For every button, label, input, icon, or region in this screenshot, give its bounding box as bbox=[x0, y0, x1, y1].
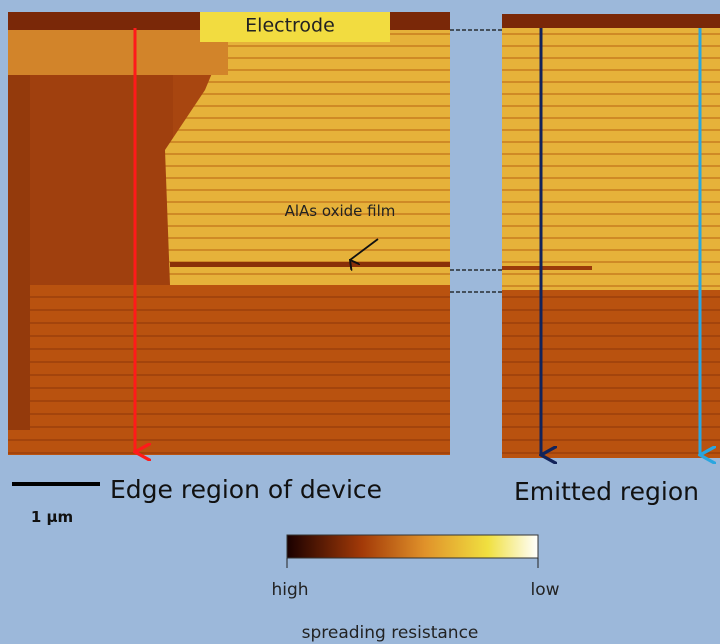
electrode-label: Electrode bbox=[245, 15, 335, 37]
scale-label: 1 μm bbox=[31, 508, 73, 526]
edge-caption: Edge region of device bbox=[110, 475, 382, 504]
figure: Electrode AlAs oxide film 1 μm Edge regi… bbox=[0, 0, 720, 644]
emitted-caption: Emitted region bbox=[514, 477, 699, 506]
colorbar bbox=[287, 535, 538, 558]
emitted-image bbox=[502, 14, 720, 458]
dashed-links bbox=[450, 30, 502, 292]
colorbar-title: spreading resistance bbox=[302, 623, 479, 643]
oxide-label: AlAs oxide film bbox=[285, 202, 396, 220]
colorbar-high: high bbox=[271, 580, 308, 600]
colorbar-low: low bbox=[530, 580, 559, 600]
edge-image: Electrode AlAs oxide film bbox=[8, 12, 450, 455]
